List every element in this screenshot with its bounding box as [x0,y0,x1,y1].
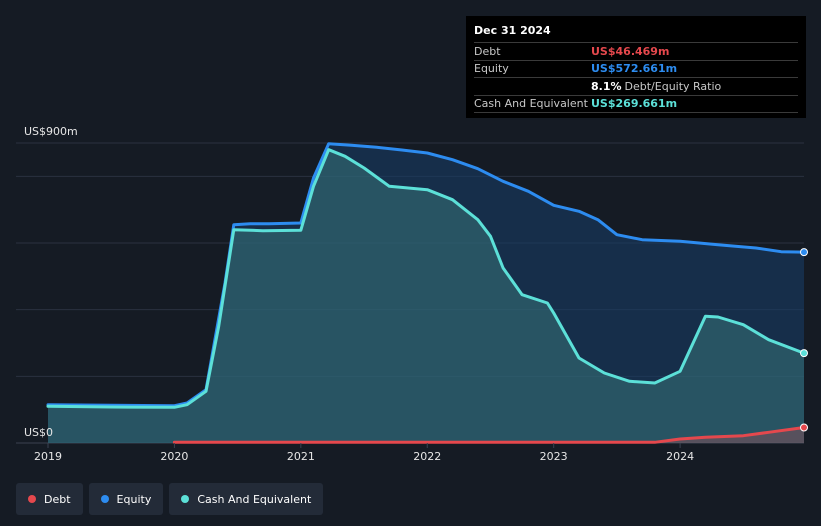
tooltip-debt-label: Debt [474,44,501,58]
tooltip-equity-value: US$572.661m [591,62,678,75]
tooltip-date: Dec 31 2024 [474,22,798,43]
cash-and-equivalent-area [48,149,804,443]
tooltip-row-ratio: 8.1% Debt/Equity Ratio [474,78,798,96]
cash-dot-icon [181,495,190,503]
cash-and-equivalent-endpoint [800,349,808,358]
tooltip-equity-label: Equity [474,62,509,75]
debt-area [174,427,804,443]
tooltip-ratio-label [474,79,591,95]
equity-endpoint [800,248,808,257]
x-axis-ticks: 2019 2020 2021 2022 2023 2024 [34,443,694,463]
debt-line [172,426,806,444]
x-tick-label-2024: 2024 [666,450,694,463]
series-endpoints [800,248,808,432]
tooltip-ratio-value: 8.1% [591,79,622,93]
debt-endpoint [800,423,808,432]
tooltip-row-equity: Equity US$572.661m [474,61,798,78]
equity-area [48,143,804,443]
y-axis-top-label: US$900m [24,125,78,138]
legend-item-debt[interactable]: Debt [16,483,83,515]
y-axis-bottom-label: US$0 [24,426,53,439]
legend: Debt Equity Cash And Equivalent [16,483,324,515]
cash-and-equivalent-line [46,148,806,409]
tooltip-cash-value: US$269.661m [591,97,678,110]
legend-cash-label: Cash And Equivalent [197,492,312,506]
series-areas [48,143,804,443]
legend-item-cash[interactable]: Cash And Equivalent [169,483,324,515]
tooltip-row-debt: Debt US$46.469m [474,43,798,61]
x-tick-label-2019: 2019 [34,450,62,463]
tooltip-debt-value: US$46.469m [591,44,670,58]
data-tooltip: Dec 31 2024 Debt US$46.469m Equity US$57… [466,16,806,118]
legend-debt-label: Debt [44,492,71,506]
tooltip-ratio-text: Debt/Equity Ratio [624,79,722,93]
series-lines [46,142,806,444]
legend-item-equity[interactable]: Equity [88,483,164,515]
x-tick-label-2020: 2020 [160,450,188,463]
legend-equity-label: Equity [116,492,152,506]
tooltip-cash-label: Cash And Equivalent [474,97,588,110]
x-tick-label-2023: 2023 [540,450,568,463]
debt-dot-icon [28,495,36,503]
tooltip-row-cash: Cash And Equivalent US$269.661m [474,96,798,113]
x-tick-label-2021: 2021 [287,450,315,463]
equity-dot-icon [100,495,109,503]
x-tick-label-2022: 2022 [413,450,441,463]
